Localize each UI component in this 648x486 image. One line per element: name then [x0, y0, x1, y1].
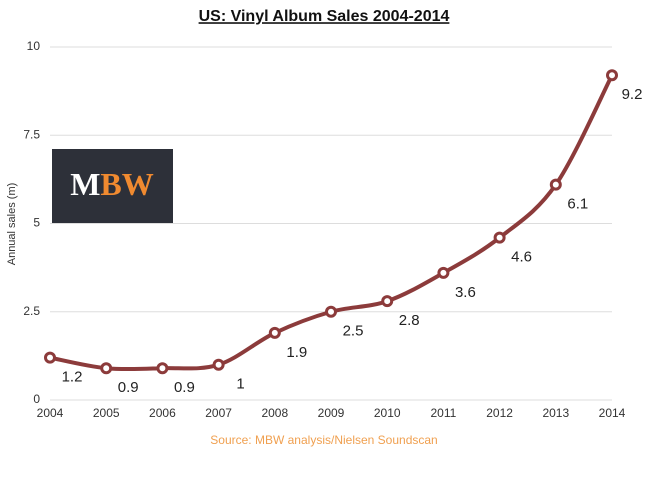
- chart-title: US: Vinyl Album Sales 2004-2014: [199, 8, 450, 25]
- marker: [100, 362, 113, 375]
- data-label: 2.5: [343, 323, 364, 340]
- x-tick-label: 2009: [318, 406, 345, 420]
- logo-box: [52, 149, 173, 224]
- data-label: 6.1: [567, 196, 588, 213]
- y-tick-label: 0: [33, 392, 40, 406]
- logo: MBW: [70, 166, 154, 202]
- data-label: 0.9: [118, 379, 139, 396]
- marker: [549, 178, 562, 191]
- marker: [437, 266, 450, 279]
- line: [49, 74, 614, 372]
- marker: [268, 326, 281, 339]
- data-label: 1.2: [62, 369, 83, 386]
- x-tick-label: 2007: [205, 406, 232, 420]
- data-label: 1: [236, 376, 244, 393]
- x-tick-label: 2014: [599, 406, 626, 420]
- data-label: 3.6: [455, 284, 476, 301]
- marker: [212, 358, 225, 371]
- x-tick-label: 2012: [486, 406, 513, 420]
- marker: [44, 351, 56, 364]
- data-label: 1.9: [286, 344, 307, 361]
- data-label: 4.6: [511, 249, 532, 266]
- y-axis-label: Annual sales (m): [6, 183, 18, 266]
- marker: [156, 362, 169, 375]
- marker: [493, 231, 506, 244]
- x-tick-label: 2004: [37, 406, 64, 420]
- logo-bw: BW: [100, 166, 153, 202]
- x-tick-label: 2006: [149, 406, 176, 420]
- data-label: 2.8: [399, 312, 420, 329]
- source: Source: MBW analysis/Nielsen Soundscan: [210, 433, 437, 447]
- x-tick-label: 2013: [542, 406, 569, 420]
- y-tick-label: 7.5: [23, 127, 40, 141]
- x-tick-label: 2010: [374, 406, 401, 420]
- logo-m: M: [70, 166, 100, 202]
- y-tick-label: 2.5: [23, 304, 40, 318]
- data-label: 0.9: [174, 379, 195, 396]
- marker: [325, 305, 337, 318]
- marker: [381, 295, 394, 308]
- x-tick-label: 2005: [93, 406, 120, 420]
- data-label: 9.2: [622, 86, 643, 103]
- x-tick-label: 2008: [261, 406, 288, 420]
- y-tick-label: 5: [33, 216, 40, 230]
- x-tick-label: 2011: [430, 406, 456, 420]
- y-tick-label: 10: [27, 39, 41, 53]
- marker: [606, 69, 618, 82]
